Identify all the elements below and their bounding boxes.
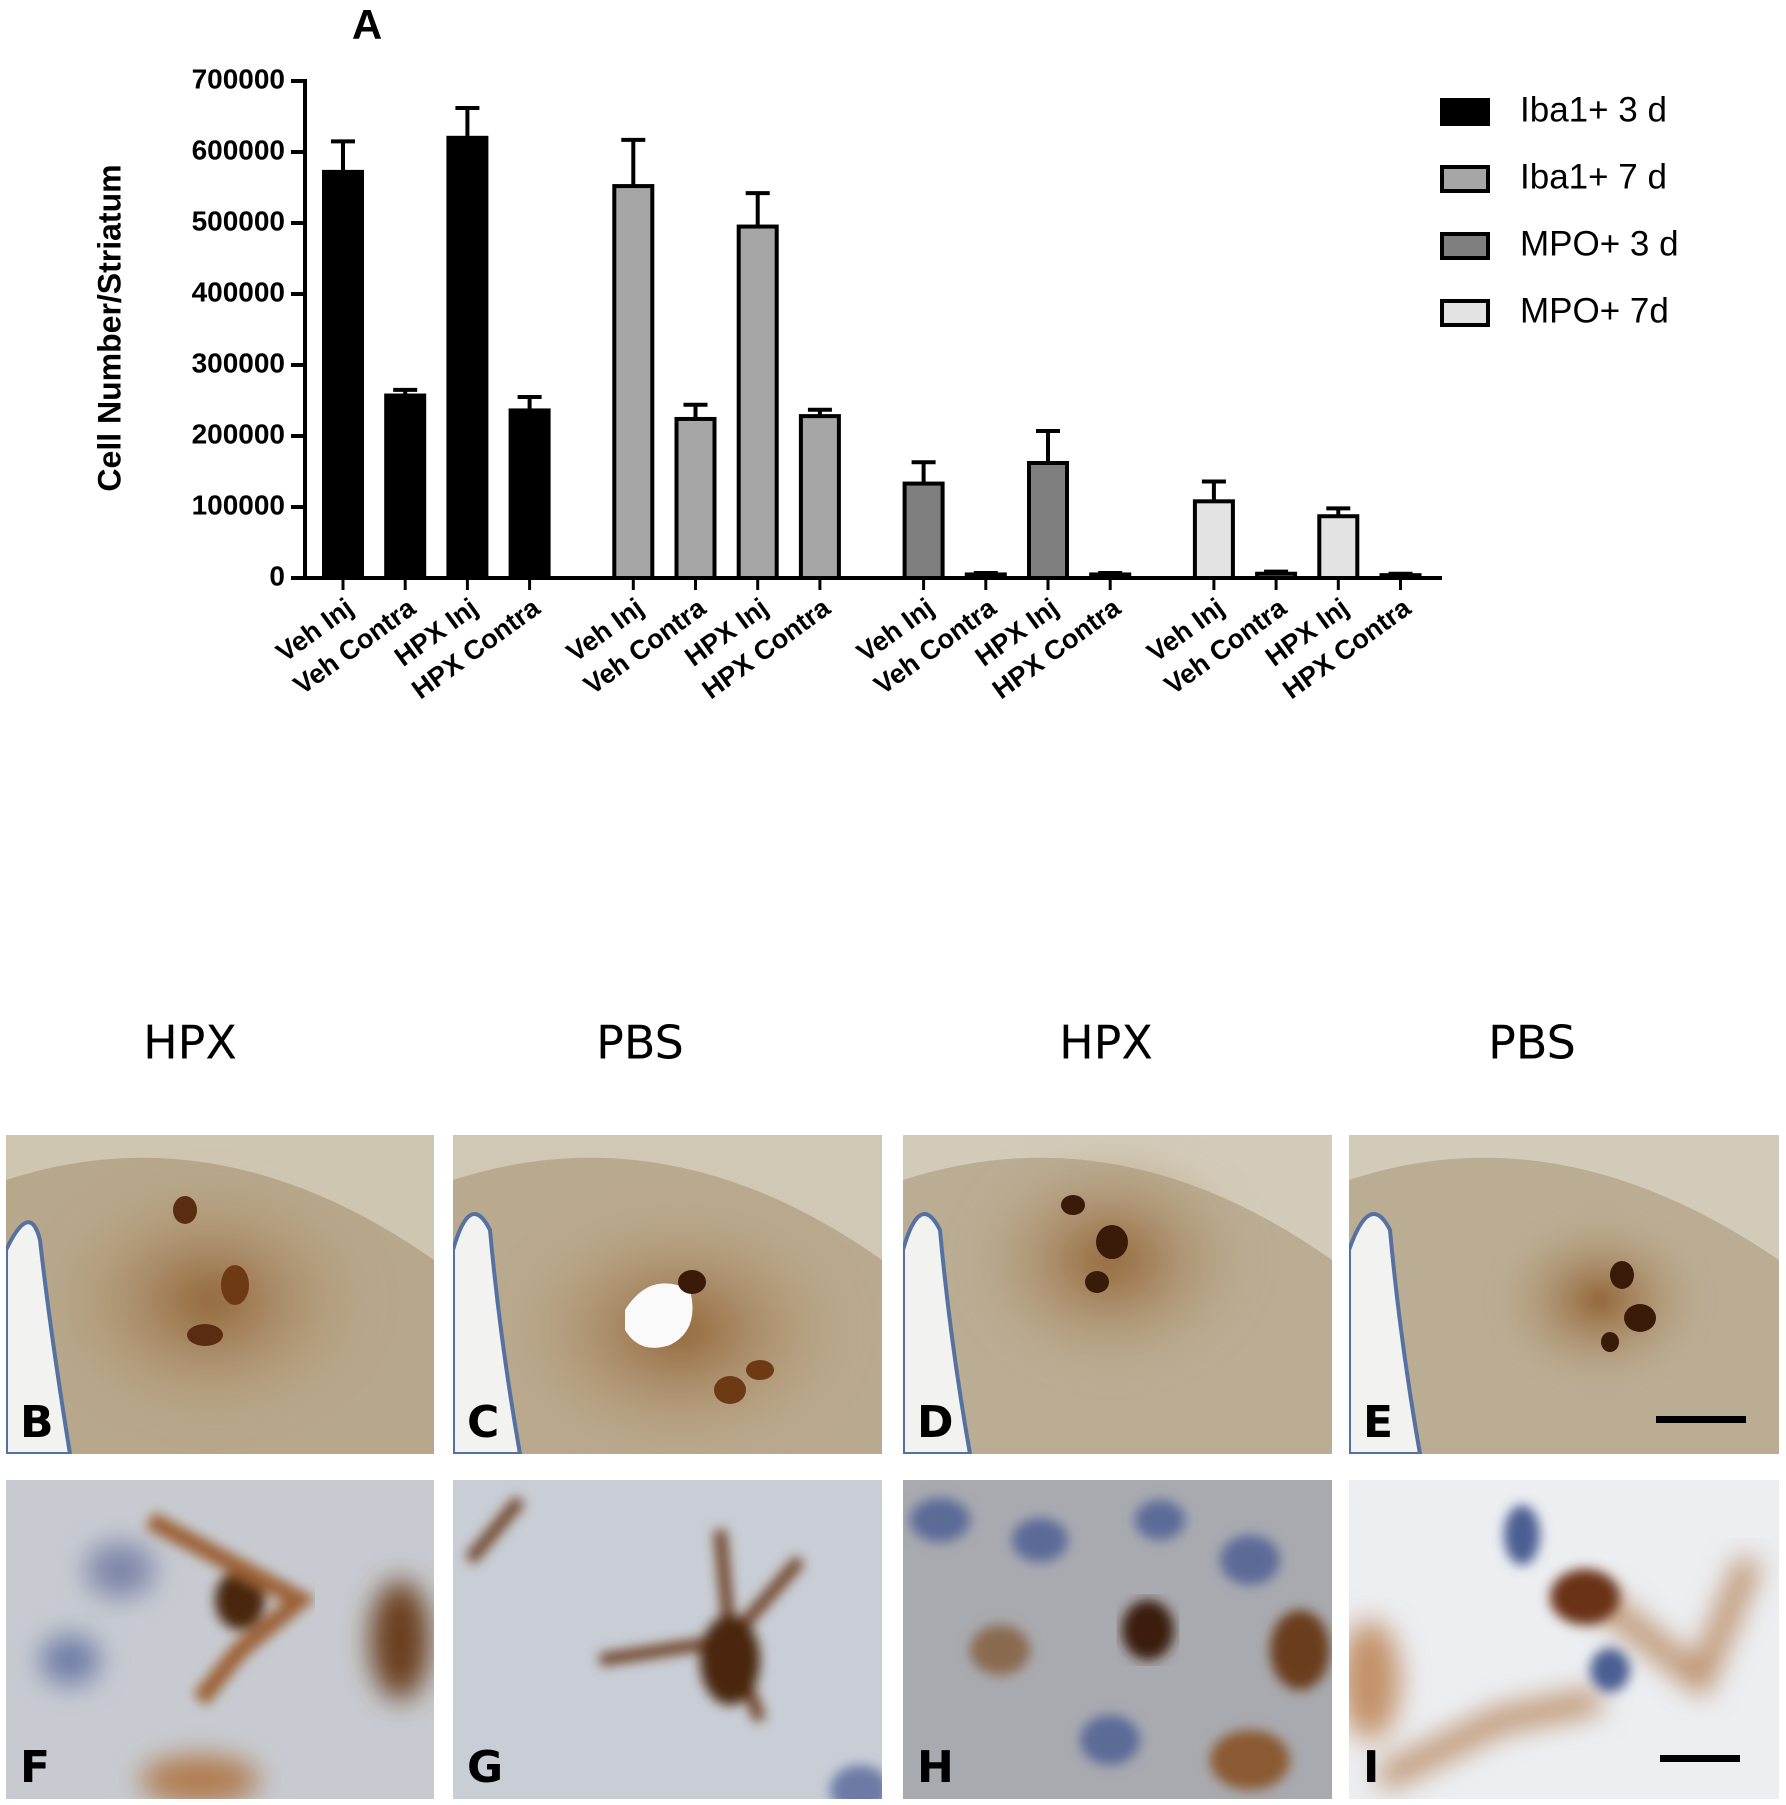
legend-swatch bbox=[1440, 299, 1490, 327]
y-tick-label: 400000 bbox=[192, 276, 285, 307]
column-label: PBS bbox=[1488, 1016, 1576, 1070]
y-tick-label: 0 bbox=[269, 560, 285, 591]
bar bbox=[902, 481, 945, 581]
y-tick-label: 300000 bbox=[192, 347, 285, 378]
column-label: PBS bbox=[596, 1016, 684, 1070]
bar bbox=[736, 224, 779, 581]
y-tick-label: 200000 bbox=[192, 418, 285, 449]
bar bbox=[674, 416, 717, 580]
panel-letter: B bbox=[20, 1397, 54, 1448]
bar bbox=[1317, 514, 1360, 580]
micrographs bbox=[6, 1135, 1779, 1799]
panel-letter: I bbox=[1363, 1742, 1379, 1793]
legend-swatch bbox=[1440, 232, 1490, 260]
column-label: HPX bbox=[1059, 1016, 1153, 1070]
chart-title: A bbox=[352, 1, 382, 48]
bar bbox=[1379, 573, 1422, 580]
y-tick-label: 500000 bbox=[192, 205, 285, 236]
bar bbox=[1027, 460, 1069, 581]
panel-letter: H bbox=[917, 1742, 954, 1793]
panel-letter: F bbox=[20, 1742, 50, 1793]
panel-letter: G bbox=[467, 1742, 503, 1793]
bar bbox=[798, 414, 841, 580]
bar bbox=[612, 184, 655, 581]
legend-swatch bbox=[1440, 165, 1490, 193]
panel-letter: E bbox=[1363, 1397, 1393, 1448]
y-axis-label: Cell Number/Striatum bbox=[91, 164, 127, 491]
bar bbox=[1255, 571, 1298, 580]
legend-label: MPO+ 3 d bbox=[1520, 224, 1679, 263]
bar bbox=[964, 572, 1007, 581]
bar bbox=[322, 169, 364, 580]
y-tick-label: 700000 bbox=[192, 63, 285, 94]
bar bbox=[446, 135, 489, 581]
bar bbox=[1192, 499, 1235, 581]
legend-label: Iba1+ 3 d bbox=[1520, 90, 1667, 129]
column-label: HPX bbox=[143, 1016, 237, 1070]
legend-label: Iba1+ 7 d bbox=[1520, 157, 1667, 196]
bar bbox=[508, 408, 551, 580]
bar bbox=[1089, 572, 1132, 581]
bar bbox=[384, 393, 427, 580]
legend-swatch bbox=[1440, 98, 1490, 126]
y-tick-label: 100000 bbox=[192, 489, 285, 520]
y-tick-label: 600000 bbox=[192, 134, 285, 165]
panel-letter: D bbox=[917, 1397, 954, 1448]
panel-letter: C bbox=[467, 1397, 499, 1448]
legend-label: MPO+ 7d bbox=[1520, 291, 1669, 330]
